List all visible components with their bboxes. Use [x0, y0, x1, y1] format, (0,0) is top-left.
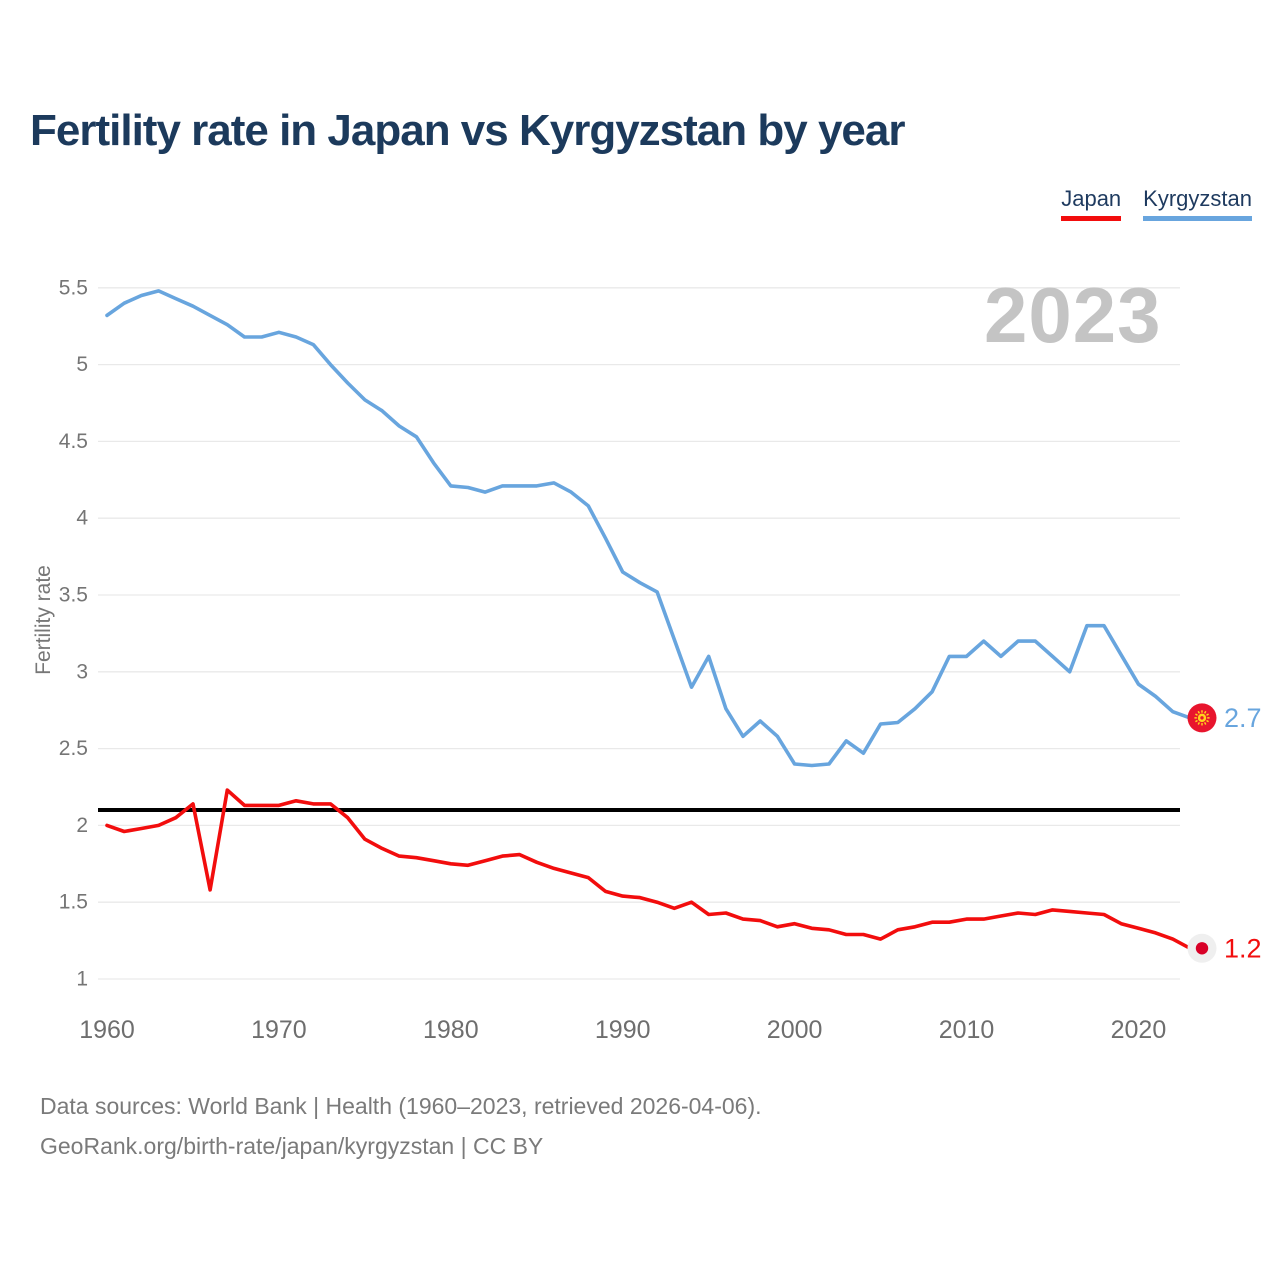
y-tick-label: 2.5 [59, 737, 88, 760]
japan-flag-icon [1187, 933, 1217, 963]
x-tick-label: 1990 [595, 1016, 651, 1044]
y-tick-label: 3 [76, 660, 88, 683]
x-tick-label: 1960 [79, 1016, 135, 1044]
footer-sources-line: Data sources: World Bank | Health (1960–… [40, 1093, 762, 1119]
footer: Data sources: World Bank | Health (1960–… [40, 1086, 762, 1166]
x-tick-label: 2020 [1111, 1016, 1167, 1044]
japan-line [105, 788, 1204, 951]
y-tick-label: 1 [76, 968, 88, 991]
x-tick-label: 2000 [767, 1016, 823, 1044]
legend-item-kyrgyzstan[interactable]: Kyrgyzstan [1143, 186, 1252, 222]
y-tick-label: 4.5 [59, 430, 88, 453]
legend: Japan Kyrgyzstan [1061, 186, 1252, 222]
gridlines-and-yticks: 1 1.5 2 2.5 3 3.5 4 4.5 5 5.5 [59, 276, 1180, 991]
japan-end-value-label: 1.2 [1224, 933, 1262, 963]
x-tick-label: 1980 [423, 1016, 479, 1044]
year-watermark: 2023 [984, 271, 1162, 359]
kyrgyzstan-line [105, 289, 1204, 768]
x-axis-ticks: 1960 1970 1980 1990 2000 2010 2020 [79, 1016, 1166, 1044]
y-tick-label: 2 [76, 814, 88, 837]
x-tick-label: 2010 [939, 1016, 995, 1044]
y-tick-label: 4 [76, 507, 88, 530]
y-tick-label: 5.5 [59, 276, 88, 299]
kyrgyzstan-flag-icon [1187, 703, 1217, 733]
footer-attribution-line: GeoRank.org/birth-rate/japan/kyrgyzstan … [40, 1133, 544, 1159]
chart-title: Fertility rate in Japan vs Kyrgyzstan by… [30, 106, 905, 155]
kyrgyzstan-end-value-label: 2.7 [1224, 703, 1262, 733]
y-axis-label: Fertility rate [32, 565, 55, 675]
y-tick-label: 5 [76, 353, 88, 376]
y-tick-label: 1.5 [59, 891, 88, 914]
legend-item-japan[interactable]: Japan [1061, 186, 1122, 222]
x-tick-label: 1970 [251, 1016, 307, 1044]
y-tick-label: 3.5 [59, 584, 88, 607]
